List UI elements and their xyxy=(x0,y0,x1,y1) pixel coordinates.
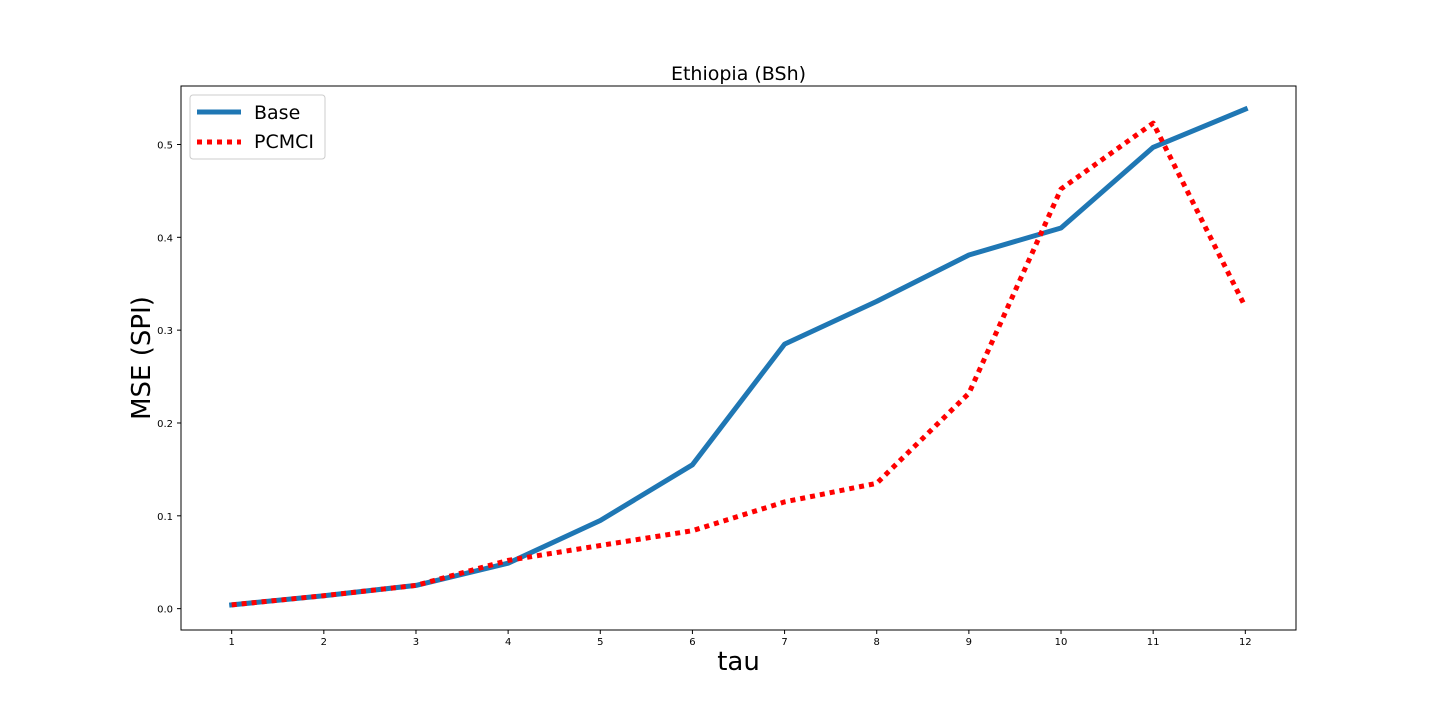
y-tick-label: 0.0 xyxy=(157,605,173,616)
legend-label-base: Base xyxy=(254,102,300,124)
x-axis-label: tau xyxy=(717,647,760,677)
y-tick-label: 0.3 xyxy=(157,326,173,337)
series-line-base xyxy=(228,105,1249,608)
plot-frame xyxy=(180,85,1297,631)
y-axis-label: MSE (SPI) xyxy=(127,296,157,420)
x-tick-label: 11 xyxy=(1147,637,1160,648)
x-tick-label: 2 xyxy=(321,637,327,648)
y-tick-label: 0.5 xyxy=(157,140,173,151)
y-axis-ticks: 0.0 0.1 0.2 0.3 0.4 0.5 xyxy=(157,140,181,616)
x-tick-label: 12 xyxy=(1239,637,1252,648)
x-tick-label: 5 xyxy=(597,637,603,648)
x-tick-label: 10 xyxy=(1055,637,1068,648)
y-tick-label: 0.1 xyxy=(157,512,173,523)
plot-background xyxy=(181,86,1296,630)
x-tick-label: 8 xyxy=(874,637,880,648)
series-layer xyxy=(228,105,1249,608)
x-axis-ticks: 1 2 3 4 5 6 7 8 9 10 11 12 xyxy=(228,630,1252,648)
x-tick-label: 1 xyxy=(228,637,234,648)
y-tick-label: 0.4 xyxy=(157,233,173,244)
y-tick-label: 0.2 xyxy=(157,419,173,430)
x-tick-label: 3 xyxy=(413,637,419,648)
x-tick-label: 6 xyxy=(689,637,695,648)
x-tick-label: 7 xyxy=(781,637,787,648)
chart-title: Ethiopia (BSh) xyxy=(671,63,806,85)
legend: Base PCMCI xyxy=(189,94,326,160)
legend-label-pcmci: PCMCI xyxy=(254,131,314,153)
x-tick-label: 4 xyxy=(505,637,511,648)
x-tick-label: 9 xyxy=(966,637,972,648)
